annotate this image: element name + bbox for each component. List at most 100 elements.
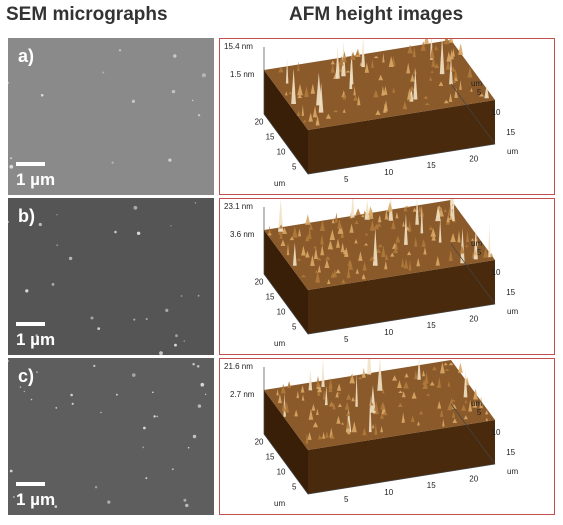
sem-particle bbox=[133, 205, 138, 210]
afm-surface-left-face bbox=[264, 390, 308, 494]
sem-particle bbox=[168, 158, 172, 162]
sem-particle bbox=[171, 468, 174, 471]
scale-bar-b bbox=[16, 322, 45, 326]
sem-particle bbox=[204, 393, 207, 395]
sem-particle bbox=[194, 202, 197, 204]
scale-bar-label-b: 1 µm bbox=[16, 330, 56, 349]
afm-right-tick-label: 5 bbox=[477, 88, 482, 97]
afm-z-mid-label: 2.7 nm bbox=[230, 390, 255, 399]
sem-particle bbox=[114, 230, 117, 234]
sem-particle bbox=[143, 426, 146, 430]
sem-particle bbox=[192, 363, 195, 366]
sem-particle bbox=[175, 334, 178, 338]
sem-particle bbox=[145, 477, 148, 480]
sem-particle bbox=[133, 318, 136, 321]
afm-y-tick-label: 20 bbox=[255, 278, 264, 287]
afm-right-tick-label: 15 bbox=[506, 288, 515, 297]
sem-particle bbox=[171, 89, 176, 94]
afm-right-tick-label: 10 bbox=[492, 428, 501, 437]
afm-z-max-label: 15.4 nm bbox=[224, 42, 253, 51]
afm-y-tick-label: 10 bbox=[277, 468, 286, 477]
sem-particle bbox=[187, 446, 190, 449]
sem-micrograph-b: b) 1 µm bbox=[8, 198, 214, 355]
afm-surface-front-face bbox=[308, 260, 495, 334]
sem-particle bbox=[97, 327, 101, 330]
afm-spikes bbox=[267, 199, 494, 284]
afm-x-tick-label: 20 bbox=[469, 474, 478, 483]
afm-z-mid-label: 3.6 nm bbox=[230, 230, 255, 239]
sem-particle bbox=[145, 317, 148, 321]
afm-y-unit-label: um bbox=[274, 179, 285, 188]
sem-particle bbox=[8, 220, 10, 223]
afm-right-unit-label: um bbox=[471, 399, 482, 408]
afm-surface-left-face bbox=[264, 230, 308, 334]
sem-particle bbox=[118, 49, 122, 52]
sem-particle bbox=[131, 99, 135, 103]
afm-z-mid-label: 1.5 nm bbox=[230, 70, 255, 79]
sem-particle bbox=[170, 225, 172, 227]
sem-particle bbox=[100, 411, 102, 414]
sem-particle bbox=[70, 393, 73, 397]
afm-right-unit-label: um bbox=[471, 79, 482, 88]
sem-particle bbox=[197, 114, 201, 117]
sem-particle bbox=[94, 486, 98, 489]
sem-particle bbox=[152, 391, 154, 394]
sem-particle bbox=[23, 390, 25, 393]
sem-particle bbox=[9, 469, 13, 473]
sem-particle bbox=[36, 371, 38, 373]
sem-particle bbox=[38, 222, 42, 227]
sem-particle bbox=[200, 382, 205, 387]
sem-particle bbox=[93, 364, 96, 367]
afm-x-unit-label: um bbox=[507, 467, 518, 476]
sem-particle bbox=[153, 415, 156, 418]
sem-particle bbox=[51, 283, 55, 286]
panel-label-b: b) bbox=[18, 206, 35, 226]
sem-particle bbox=[111, 161, 114, 164]
sem-particle bbox=[192, 99, 194, 102]
afm-column-header: AFM height images bbox=[289, 4, 464, 25]
afm-y-tick-label: 20 bbox=[255, 118, 264, 127]
afm-x-tick-label: 10 bbox=[384, 328, 393, 337]
afm-y-tick-label: 10 bbox=[277, 308, 286, 317]
scale-bar-c bbox=[16, 482, 45, 486]
sem-particle bbox=[197, 404, 202, 408]
sem-particle bbox=[197, 294, 200, 297]
scale-bar-label-c: 1 µm bbox=[16, 490, 56, 509]
sem-particle bbox=[159, 351, 163, 355]
afm-right-unit-label: um bbox=[471, 239, 482, 248]
sem-particle bbox=[90, 316, 94, 320]
afm-height-image-c: 21.6 nm 2.7 nm 20 15 10 5 um 5 10 15 20 um 15 10 5 um bbox=[219, 358, 555, 515]
afm-right-tick-label: 10 bbox=[492, 108, 501, 117]
sem-particle bbox=[17, 494, 20, 498]
sem-particle bbox=[40, 93, 44, 97]
afm-z-max-label: 21.6 nm bbox=[224, 362, 253, 371]
afm-x-tick-label: 15 bbox=[427, 161, 436, 170]
afm-x-unit-label: um bbox=[507, 307, 518, 316]
sem-particle bbox=[10, 157, 13, 160]
sem-particle bbox=[156, 415, 158, 418]
afm-y-tick-label: 5 bbox=[292, 163, 297, 172]
sem-column-header: SEM micrographs bbox=[6, 4, 168, 25]
sem-particle bbox=[102, 71, 105, 74]
afm-y-tick-label: 10 bbox=[277, 148, 286, 157]
sem-particle bbox=[30, 398, 33, 401]
afm-y-tick-label: 15 bbox=[266, 133, 275, 142]
sem-particle bbox=[183, 498, 187, 502]
sem-particle bbox=[183, 340, 185, 342]
afm-x-tick-label: 10 bbox=[384, 168, 393, 177]
afm-x-tick-label: 15 bbox=[427, 321, 436, 330]
afm-x-tick-label: 5 bbox=[344, 175, 349, 184]
afm-y-tick-label: 15 bbox=[266, 293, 275, 302]
sem-particle bbox=[201, 73, 206, 78]
afm-right-tick-label: 15 bbox=[506, 128, 515, 137]
afm-x-tick-label: 20 bbox=[469, 154, 478, 163]
afm-surface-front-face bbox=[308, 100, 495, 174]
sem-particle bbox=[19, 386, 22, 388]
sem-particle bbox=[173, 54, 177, 58]
sem-particle bbox=[25, 289, 29, 293]
afm-y-unit-label: um bbox=[274, 339, 285, 348]
afm-x-tick-label: 20 bbox=[469, 314, 478, 323]
sem-particle bbox=[35, 334, 38, 337]
afm-right-tick-label: 5 bbox=[477, 248, 482, 257]
